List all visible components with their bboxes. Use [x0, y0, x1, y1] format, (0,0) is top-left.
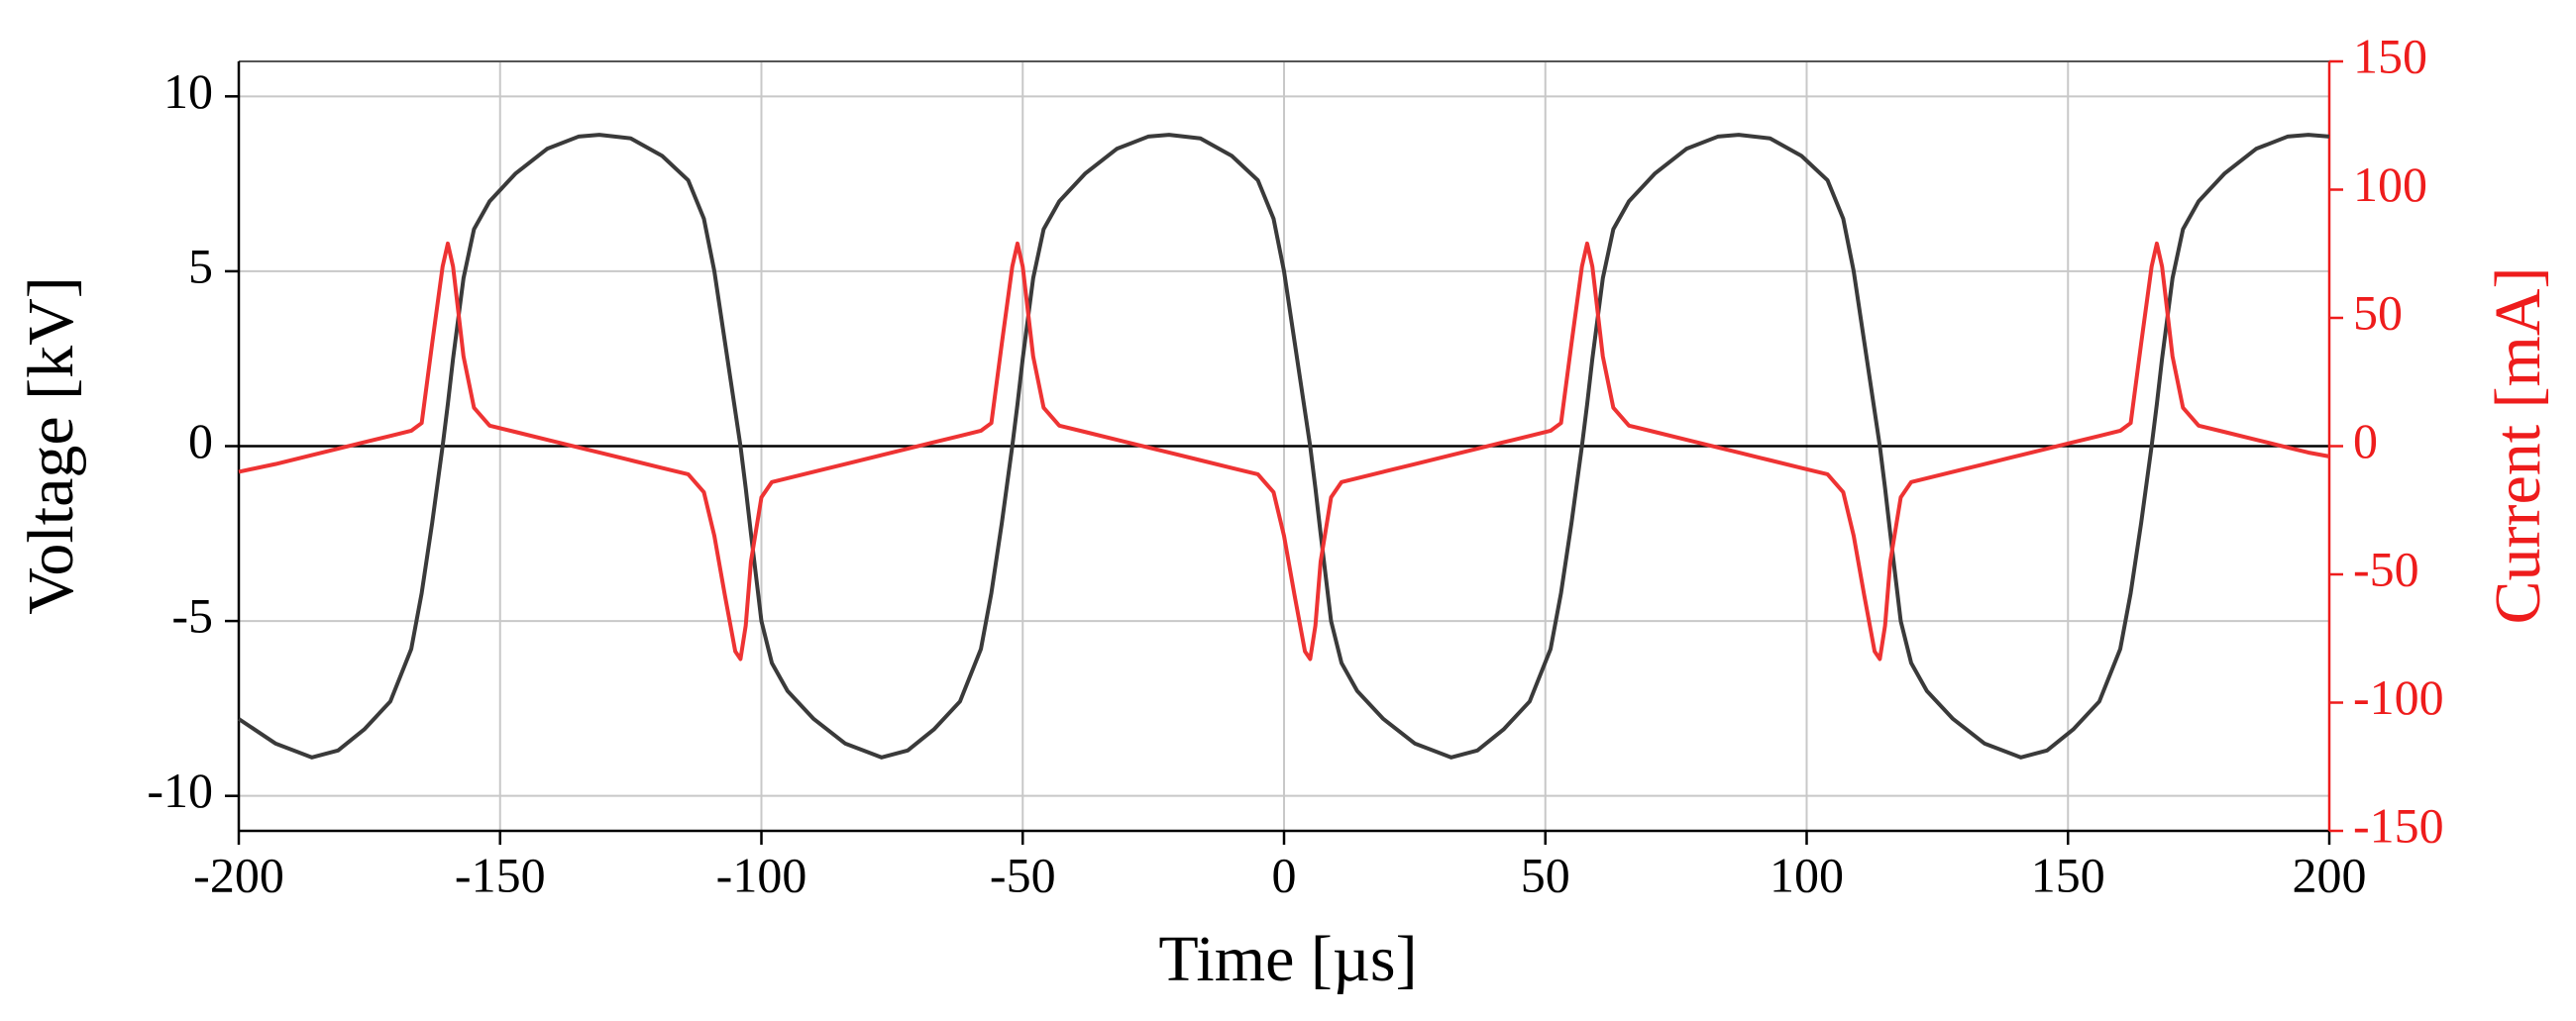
y2-tick-label: -150: [2353, 797, 2444, 853]
line-series: [238, 241, 2330, 662]
x-tick-label: 150: [2031, 847, 2105, 902]
y2-tick-label: 0: [2353, 413, 2378, 468]
y-tick-label: 5: [188, 238, 213, 293]
x-tick-label: 0: [1272, 847, 1297, 902]
x-tick-label: -50: [990, 847, 1056, 902]
y2-tick-label: -50: [2353, 541, 2419, 596]
x-tick-label: 200: [2293, 847, 2367, 902]
x-tick-label: -100: [716, 847, 807, 902]
x-tick-label: -200: [193, 847, 284, 902]
y2-axis-title: Current [mA]: [2482, 266, 2554, 624]
y-axis-title: Voltage [kV]: [15, 276, 87, 615]
y2-tick-label: -100: [2353, 669, 2444, 725]
x-axis-title: Time [µs]: [1158, 923, 1417, 995]
y-tick-label: -10: [147, 763, 213, 818]
y2-tick-label: 50: [2353, 284, 2403, 340]
y-tick-label: -5: [171, 588, 213, 644]
x-tick-label: 100: [1770, 847, 1844, 902]
y-tick-label: 0: [188, 413, 213, 468]
x-tick-label: 50: [1521, 847, 1570, 902]
line-series: [237, 133, 2330, 760]
y-tick-label: 10: [163, 63, 213, 119]
y2-tick-label: 150: [2353, 28, 2427, 83]
x-tick-label: -150: [455, 847, 546, 902]
y2-tick-label: 100: [2353, 156, 2427, 212]
